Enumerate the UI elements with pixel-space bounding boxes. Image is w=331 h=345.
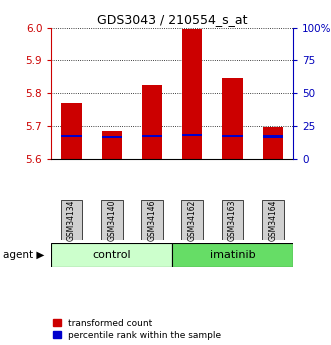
Legend: transformed count, percentile rank within the sample: transformed count, percentile rank withi… — [53, 318, 222, 341]
Bar — [61, 103, 81, 159]
Text: GSM34134: GSM34134 — [67, 199, 76, 241]
Bar — [142, 85, 162, 159]
Bar — [263, 127, 283, 159]
Text: GSM34162: GSM34162 — [188, 199, 197, 240]
Bar — [222, 78, 243, 159]
Text: GSM34163: GSM34163 — [228, 199, 237, 241]
Text: GSM34140: GSM34140 — [107, 199, 116, 241]
Bar — [182, 134, 202, 136]
Bar — [182, 29, 202, 159]
Bar — [102, 136, 122, 138]
Bar — [51, 243, 172, 267]
Bar — [61, 200, 82, 240]
Text: control: control — [92, 250, 131, 260]
Bar — [101, 200, 122, 240]
Bar — [263, 136, 283, 138]
Text: GSM34146: GSM34146 — [148, 199, 157, 241]
Bar — [262, 200, 284, 240]
Bar — [172, 243, 293, 267]
Bar — [61, 135, 81, 137]
Bar — [222, 135, 243, 137]
Text: GSM34164: GSM34164 — [268, 199, 277, 241]
Bar — [102, 131, 122, 159]
Text: imatinib: imatinib — [210, 250, 255, 260]
Bar — [222, 200, 243, 240]
Bar — [142, 135, 162, 137]
Text: agent ▶: agent ▶ — [3, 250, 45, 260]
Bar — [141, 200, 163, 240]
Bar — [181, 200, 203, 240]
Title: GDS3043 / 210554_s_at: GDS3043 / 210554_s_at — [97, 13, 247, 27]
